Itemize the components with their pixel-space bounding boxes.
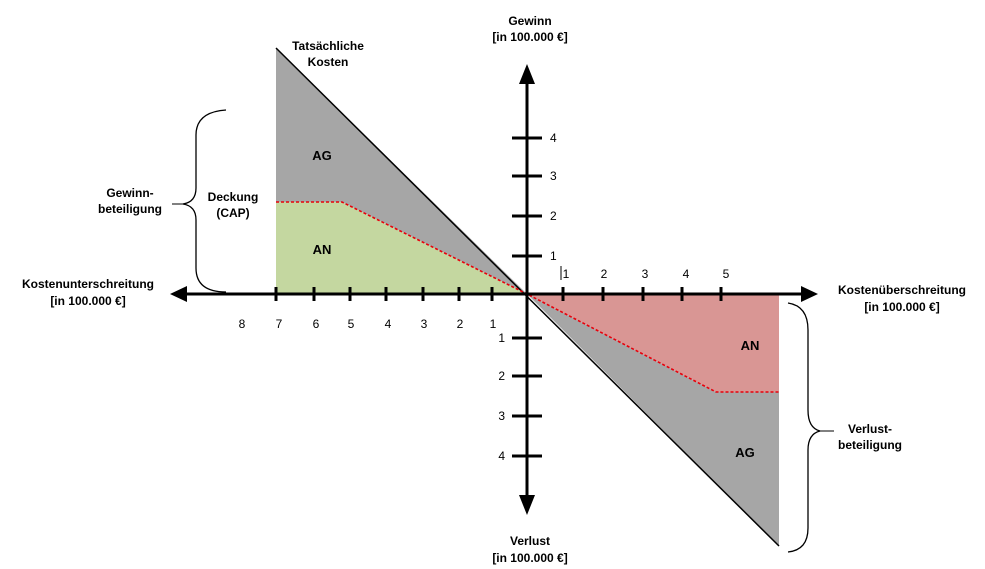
y-axis-title-bottom-unit: [in 100.000 €] bbox=[492, 551, 567, 565]
x-tick-label: 2 bbox=[601, 267, 608, 281]
y-axis-title-top: Gewinn bbox=[508, 14, 551, 28]
actual-cost-label: Tatsächliche bbox=[292, 39, 364, 53]
x-tick-label: 1 bbox=[563, 267, 570, 281]
x-axis-title-left: Kostenunterschreitung bbox=[22, 277, 154, 291]
x-tick-label: 5 bbox=[348, 317, 355, 331]
y-tick-label: 1 bbox=[498, 331, 505, 345]
x-axis-title-right-unit: [in 100.000 €] bbox=[864, 300, 939, 314]
y-axis-down-arrow bbox=[519, 495, 535, 515]
x-axis-right-arrow bbox=[801, 286, 818, 302]
x-tick-label: 2 bbox=[457, 317, 464, 331]
x-tick-label: 4 bbox=[683, 267, 690, 281]
y-tick-label: 3 bbox=[550, 169, 557, 183]
region-label-an-top: AN bbox=[313, 242, 332, 257]
x-tick-label: 1 bbox=[490, 317, 497, 331]
x-tick-label: 4 bbox=[385, 317, 392, 331]
y-axis-up-arrow bbox=[519, 64, 535, 84]
y-tick-label: 4 bbox=[498, 449, 505, 463]
region-label-an-bottom: AN bbox=[741, 338, 760, 353]
y-tick-label: 2 bbox=[498, 369, 505, 383]
x-tick-label: 8 bbox=[239, 317, 246, 331]
x-tick-label: 3 bbox=[421, 317, 428, 331]
x-axis-title-right: Kostenüberschreitung bbox=[838, 283, 966, 297]
y-tick-label: 1 bbox=[550, 249, 557, 263]
y-axis-title-bottom: Verlust bbox=[510, 534, 550, 548]
an-region-top bbox=[276, 202, 527, 294]
x-axis-title-left-unit: [in 100.000 €] bbox=[50, 294, 125, 308]
x-tick-label: 7 bbox=[276, 317, 283, 331]
x-right-tick-marks bbox=[561, 287, 723, 301]
region-label-ag-top: AG bbox=[312, 148, 332, 163]
verlustbeteiligung-label-line2: beteiligung bbox=[838, 438, 902, 452]
cap-label: Deckung bbox=[208, 190, 259, 204]
verlustbeteiligung-brace bbox=[787, 302, 821, 553]
x-tick-label: 5 bbox=[723, 267, 730, 281]
cap-label-line2: (CAP) bbox=[216, 206, 249, 220]
verlustbeteiligung-label: Verlust- bbox=[848, 422, 892, 436]
y-tick-label: 3 bbox=[498, 409, 505, 423]
actual-cost-label-line2: Kosten bbox=[308, 55, 349, 69]
an-region-bottom bbox=[527, 294, 779, 392]
y-tick-marks bbox=[512, 136, 542, 458]
x-tick-label: 3 bbox=[642, 267, 649, 281]
x-left-tick-marks bbox=[274, 287, 494, 301]
y-axis-title-top-unit: [in 100.000 €] bbox=[492, 30, 567, 44]
x-axis-left-arrow bbox=[170, 286, 187, 302]
y-tick-label: 2 bbox=[550, 209, 557, 223]
region-label-ag-bottom: AG bbox=[735, 445, 755, 460]
gewinnbeteiligung-label: Gewinn- bbox=[106, 186, 153, 200]
gewinnbeteiligung-label-line2: beteiligung bbox=[98, 202, 162, 216]
y-tick-label: 4 bbox=[550, 131, 557, 145]
x-tick-label: 6 bbox=[313, 317, 320, 331]
